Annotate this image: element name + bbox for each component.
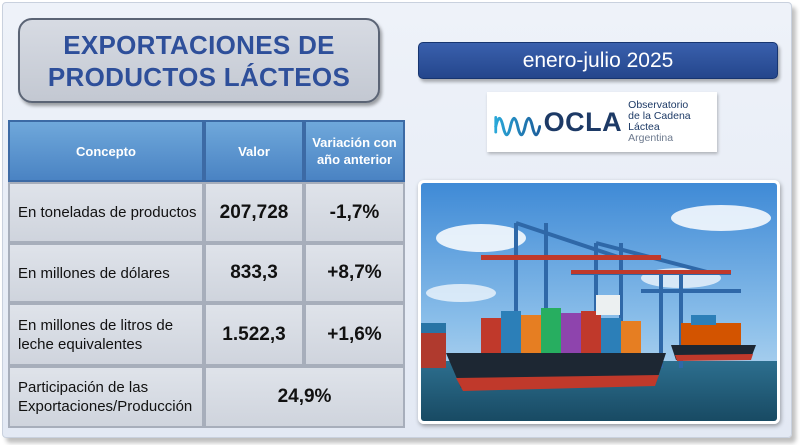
period-banner: enero-julio 2025 [418,42,778,79]
logo-line-3: Argentina [628,132,674,144]
row-dollars-label: En millones de dólares [8,243,204,303]
row-dollars-variation: +8,7% [304,243,405,303]
logo-name: OCLA [543,106,623,137]
header-concept: Concepto [8,120,204,182]
row-liters-variation: +1,6% [304,303,405,366]
header-value: Valor [204,120,304,182]
port-photo [418,180,780,424]
row-liters-label: En millones de litros de leche equivalen… [8,303,204,366]
row-liters-value: 1.522,3 [204,303,304,366]
row-tons-variation: -1,7% [304,182,405,243]
header-variation: Variación con año anterior [304,120,405,182]
row-tons-label: En toneladas de productos [8,182,204,243]
title-line-1: EXPORTACIONES DE [63,29,335,60]
row-tons-value: 207,728 [204,182,304,243]
logo-caption: Observatorio de la Cadena Láctea Argenti… [628,100,717,144]
logo-line-2: de la Cadena Láctea [628,110,691,133]
row-share-value: 24,9% [204,366,405,428]
container-ship-illustration [421,183,777,421]
ocla-logo: OCLA Observatorio de la Cadena Láctea Ar… [487,92,717,152]
row-share-label: Participación de las Exportaciones/Produ… [8,366,204,428]
logo-line-1: Observatorio [628,99,689,111]
title-line-2: PRODUCTOS LÁCTEOS [47,61,351,92]
page-title: EXPORTACIONES DE PRODUCTOS LÁCTEOS [18,18,380,103]
wave-logo-icon [494,116,541,137]
row-dollars-value: 833,3 [204,243,304,303]
